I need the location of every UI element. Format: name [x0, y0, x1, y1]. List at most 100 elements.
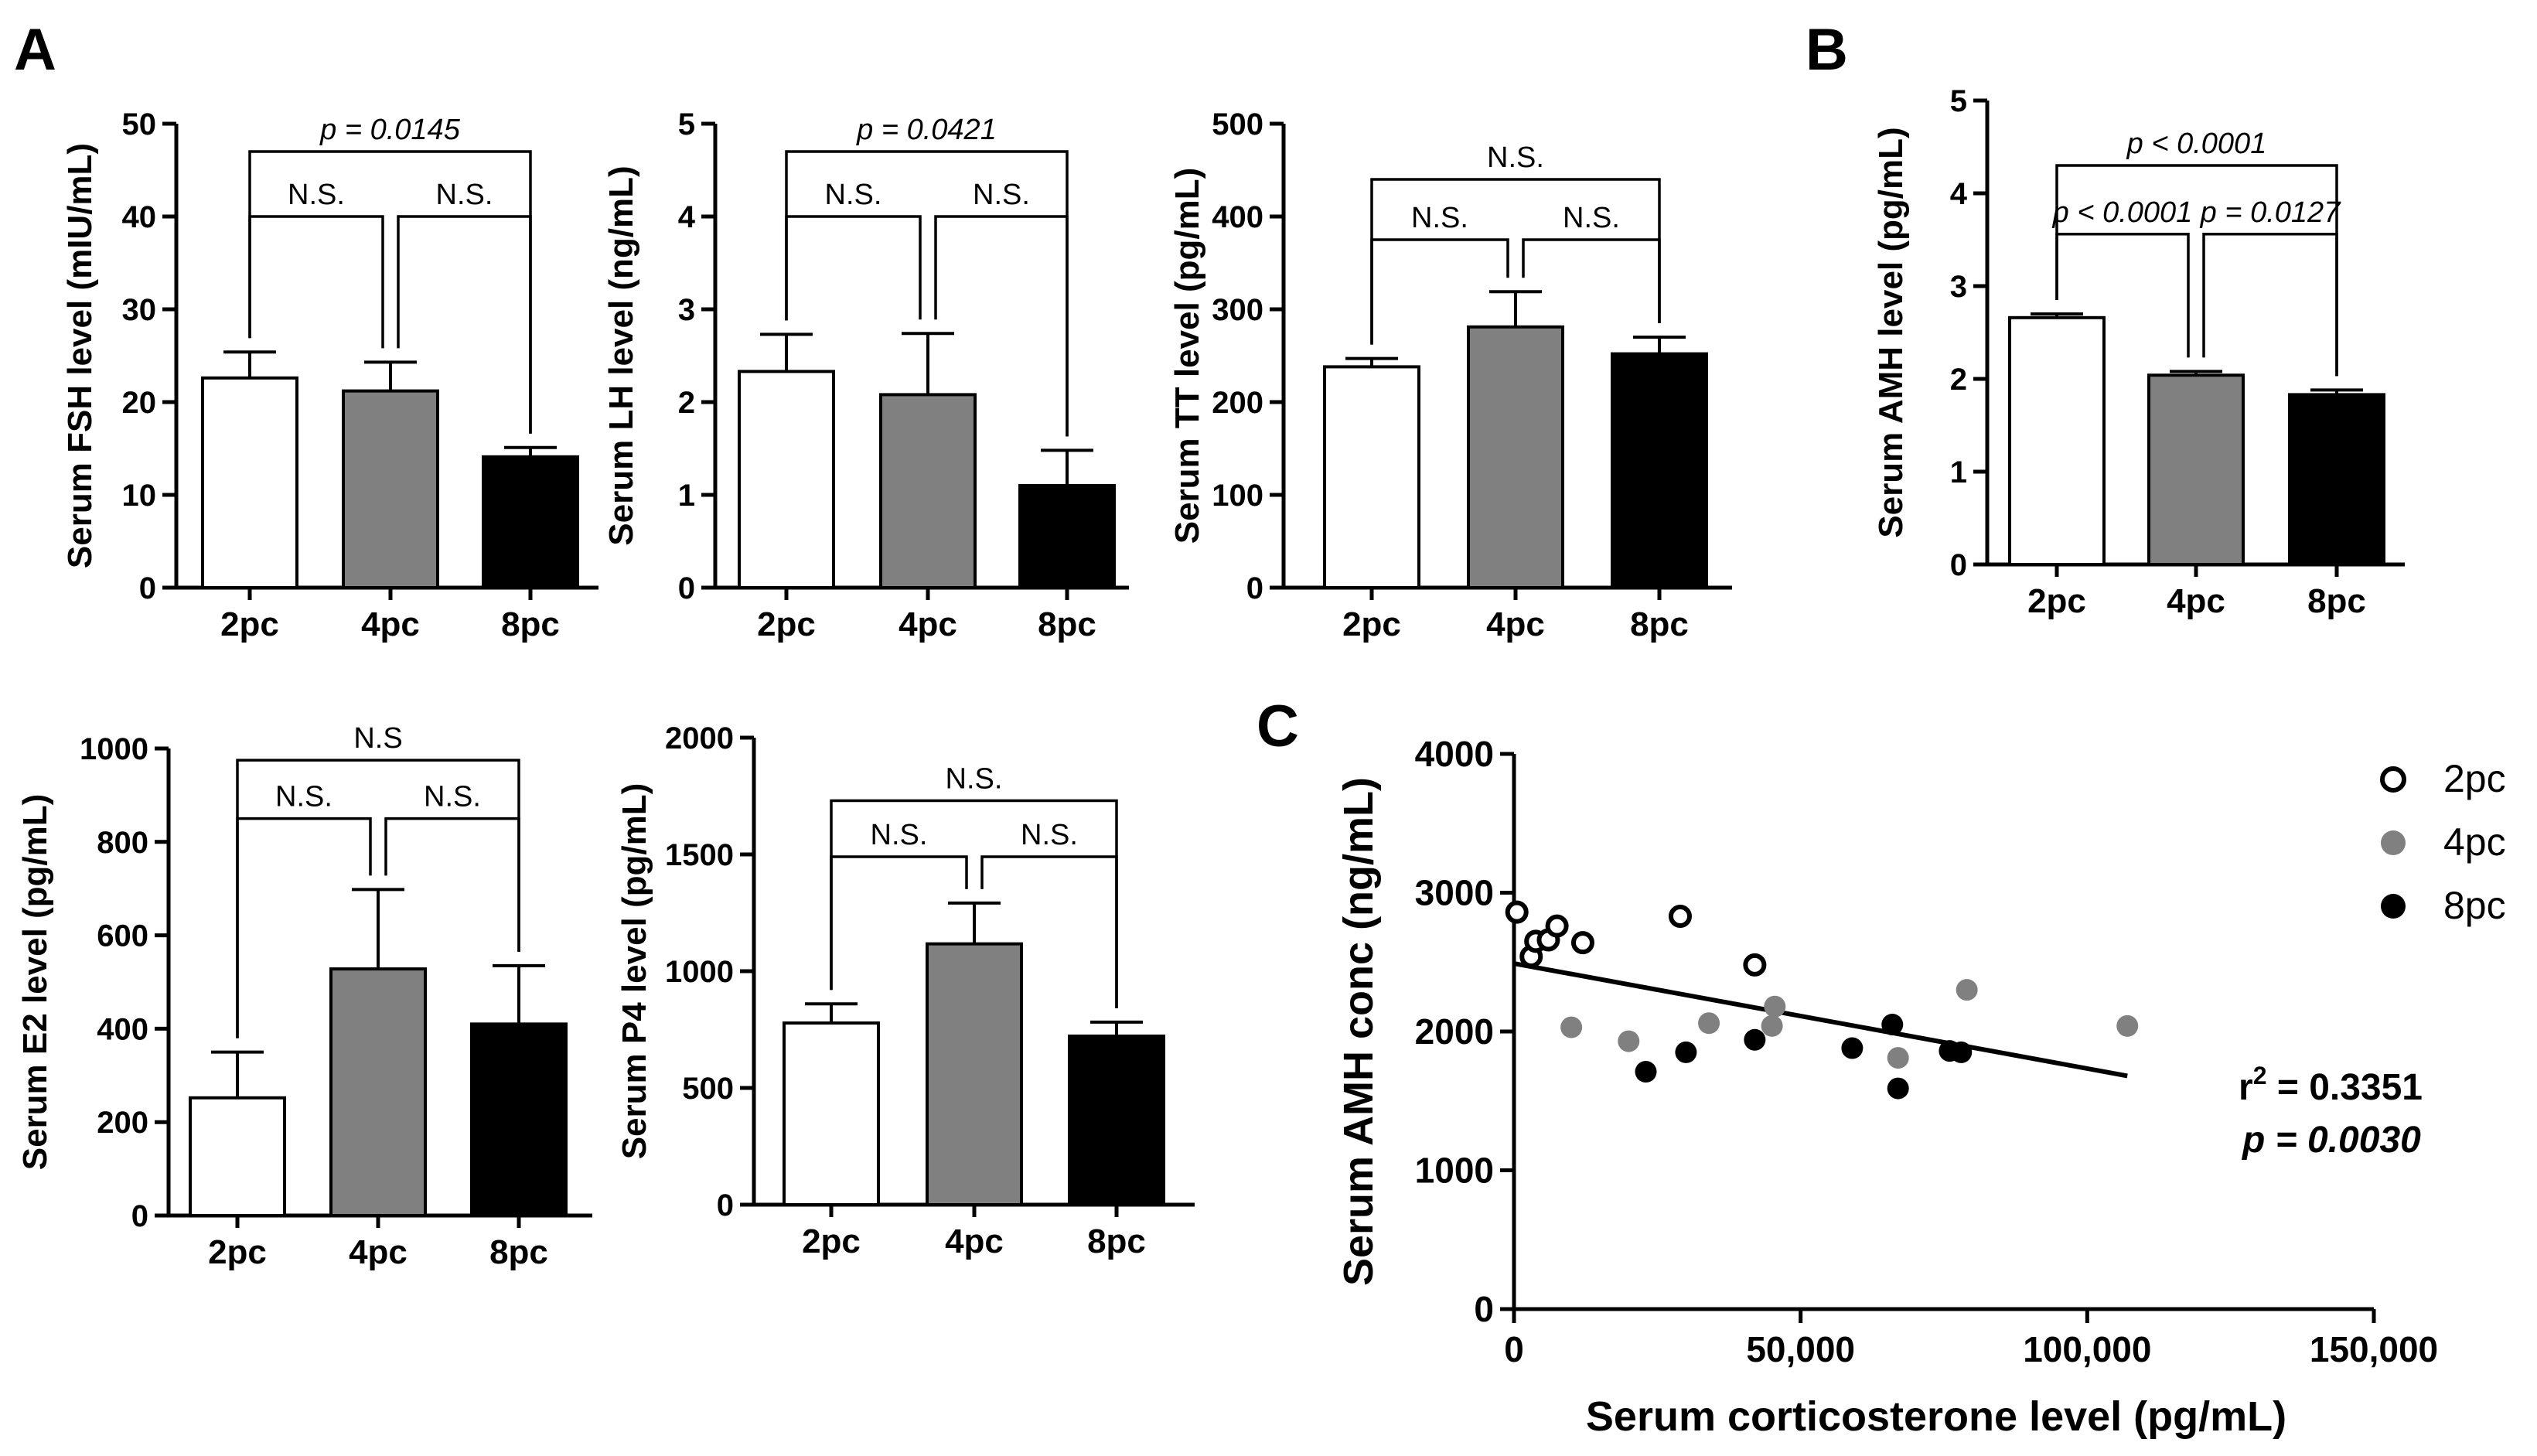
y-axis-label: Serum TT level (pg/mL) [1168, 168, 1206, 544]
significance-bracket [785, 150, 1069, 437]
y-tick-label: 1000 [80, 732, 148, 766]
significance-label: N.S. [946, 763, 1003, 796]
y-tick-label: 400 [97, 1012, 148, 1046]
scatter-point-8pc [1635, 1061, 1657, 1083]
lh-bar-chart: 0 1 2 3 4 5 2pc 4pc 8pc Serum LH level (ng/mL) N.S… [602, 107, 1129, 643]
significance-bracket [248, 215, 384, 349]
scatter-point-2pc [1545, 914, 1569, 938]
bar-8pc [1068, 1034, 1165, 1207]
y-tick-label: 0 [139, 571, 156, 605]
significance-label: p = 0.0127 [2200, 196, 2342, 229]
bar-8pc [1018, 484, 1116, 589]
significance-label: N.S. [1021, 819, 1078, 851]
bar-2pc [1323, 365, 1420, 589]
bar-4pc [342, 389, 439, 589]
legend-label-2pc: 2pc [2443, 757, 2506, 800]
y-tick-label: 400 [1212, 200, 1263, 234]
significance-bracket [2202, 233, 2338, 377]
y-tick-label: 20 [122, 386, 157, 420]
significance-label: N.S. [973, 179, 1030, 211]
panel-label-b: B [1806, 17, 1848, 83]
x-tick-label: 150,000 [2310, 1329, 2438, 1369]
bar-2pc [201, 376, 298, 589]
scatter-point-2pc [1743, 953, 1767, 977]
significance-label: N.S. [424, 781, 481, 813]
x-tick-label: 8pc [1630, 605, 1689, 643]
x-tick-label: 4pc [945, 1222, 1004, 1260]
y-tick-label: 200 [1212, 386, 1263, 420]
significance-label: N.S. [871, 819, 928, 851]
y-tick-label: 500 [682, 1072, 734, 1106]
significance-bracket [785, 215, 922, 321]
scatter-point-8pc [1881, 1014, 1904, 1036]
panel-label-a: A [14, 17, 56, 83]
significance-bracket [2055, 164, 2338, 377]
bar-2pc [783, 1021, 880, 1206]
y-tick-label: 2 [1950, 363, 1967, 397]
legend-label-8pc: 8pc [2443, 884, 2506, 927]
y-tick-label: 1000 [1415, 1151, 1494, 1191]
x-tick-label: 8pc [1087, 1222, 1146, 1260]
scatter-point-4pc [1698, 1012, 1720, 1035]
significance-bracket [830, 799, 1118, 1008]
bar-4pc [879, 393, 977, 589]
y-tick-label: 0 [131, 1199, 148, 1233]
y-tick-label: 1 [1950, 455, 1967, 489]
significance-label: p = 0.0421 [856, 114, 997, 146]
y-axis-label: Serum P4 level (pg/mL) [615, 783, 653, 1160]
y-tick-label: 1000 [665, 955, 734, 989]
tt-bar-chart: 0 100 200 300 400 500 2pc 4pc 8pc Serum TT level … [1168, 107, 1732, 643]
scatter-point-4pc [1764, 995, 1786, 1018]
x-tick-label: 100,000 [2023, 1329, 2151, 1369]
significance-bracket [248, 150, 532, 434]
y-axis-label: Serum LH level (ng/mL) [602, 165, 640, 545]
y-tick-label: 0 [717, 1188, 734, 1222]
scatter-point-8pc [1950, 1041, 1973, 1063]
panel-label-c: C [1257, 694, 1299, 759]
y-tick-label: 4 [1950, 177, 1968, 211]
x-tick-label: 50,000 [1746, 1329, 1855, 1369]
legend-marker-8pc [2381, 894, 2406, 919]
bar-2pc [189, 1096, 286, 1217]
bar-4pc [926, 942, 1023, 1207]
x-tick-label: 8pc [501, 605, 560, 643]
y-axis-label: Serum AMH level (pg/mL) [1872, 127, 1910, 537]
y-tick-label: 4000 [1415, 734, 1494, 774]
x-tick-label: 4pc [1486, 605, 1545, 643]
y-tick-label: 0 [1246, 571, 1263, 605]
scatter-point-4pc [1956, 979, 1978, 1001]
y-tick-label: 3 [678, 293, 695, 327]
x-tick-label: 4pc [899, 605, 957, 643]
scatter-point-4pc [1560, 1016, 1583, 1038]
significance-label: N.S [353, 722, 402, 755]
scatter-point-2pc [1570, 931, 1594, 955]
x-tick-label: 4pc [361, 605, 420, 643]
y-tick-label: 500 [1212, 107, 1263, 142]
x-tick-label: 8pc [1038, 605, 1096, 643]
y-tick-label: 0 [678, 571, 695, 605]
y-tick-label: 3000 [1415, 873, 1494, 913]
amh-bar-chart: 0 1 2 3 4 5 2pc 4pc 8pc Serum AMH level (pg/mL) p … [1872, 84, 2405, 620]
y-tick-label: 3 [1950, 270, 1967, 304]
bar-8pc [470, 1022, 568, 1217]
significance-bracket [1522, 238, 1661, 323]
significance-label: N.S. [1487, 142, 1544, 174]
fsh-bar-chart: 0 10 20 30 40 50 2pc 4pc 8pc Serum FSH level (mIU… [61, 107, 598, 643]
y-tick-label: 40 [122, 200, 157, 234]
y-tick-label: 10 [122, 479, 157, 513]
x-tick-label: 2pc [208, 1233, 267, 1271]
y-tick-label: 600 [97, 919, 148, 953]
scatter-point-2pc [1505, 900, 1529, 924]
y-tick-label: 30 [122, 293, 157, 327]
y-tick-label: 800 [97, 826, 148, 860]
scatter-point-4pc [2116, 1014, 2139, 1037]
y-tick-label: 50 [122, 107, 157, 142]
y-axis-label: Serum E2 level (pg/mL) [16, 794, 54, 1171]
p4-bar-chart: 0 500 1000 1500 2000 2pc 4pc 8pc Serum P4 level … [615, 721, 1195, 1260]
scatter-point-8pc [1841, 1037, 1864, 1059]
significance-label: N.S. [436, 179, 493, 211]
scatter-point-4pc [1761, 1014, 1783, 1037]
x-tick-label: 2pc [2027, 582, 2086, 620]
significance-bracket [236, 759, 520, 1038]
